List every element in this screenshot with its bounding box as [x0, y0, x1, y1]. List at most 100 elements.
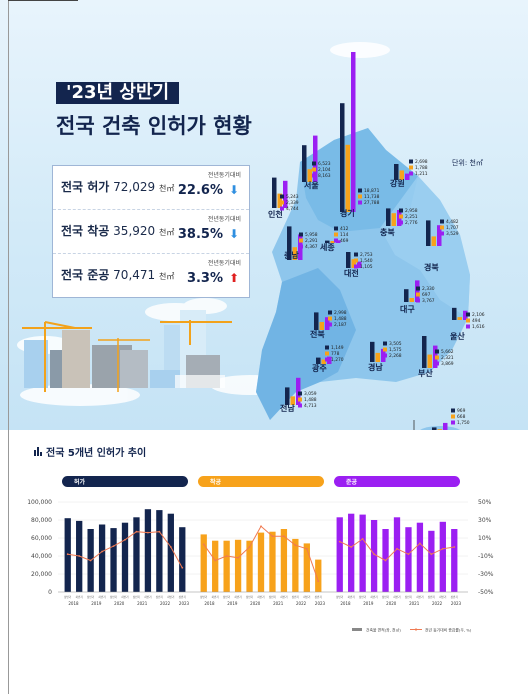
region-value: 2,104	[318, 167, 331, 173]
legend-line-label: 전년 동기대비 증감률(우, %)	[425, 628, 472, 633]
bar-허가-3	[98, 524, 106, 592]
bar-준공-2	[359, 514, 366, 592]
period-label: 하반기	[416, 595, 424, 599]
region-legend-swatch	[325, 357, 329, 362]
y-tick-right: -10%	[478, 553, 494, 560]
region-value: 4,367	[305, 244, 318, 250]
region-value: 469	[340, 238, 349, 244]
rate-point	[283, 535, 285, 538]
region-label: 세종	[320, 242, 335, 252]
period-label: 상반기	[382, 595, 390, 599]
region-bar-경남-0	[370, 341, 375, 362]
region-label: 울산	[450, 331, 465, 341]
stat-value: 35,920	[113, 224, 156, 238]
stat-label: 전국 허가	[61, 180, 110, 194]
page-edge	[8, 0, 78, 5]
region-bar-제주-0	[432, 427, 437, 430]
year-label: 2019	[363, 601, 374, 606]
rate-point	[158, 530, 161, 533]
korea-map-shape	[256, 128, 470, 430]
period-label: 상반기	[451, 595, 459, 599]
period-label: 하반기	[371, 595, 379, 599]
region-bar-전북-1	[319, 322, 324, 330]
region-legend-swatch	[416, 292, 420, 297]
region-legend-swatch	[298, 391, 302, 396]
region-legend-swatch	[299, 232, 303, 237]
year-label: 2019	[91, 601, 102, 606]
region-value: 2,268	[389, 353, 402, 359]
period-label: 상반기	[269, 595, 277, 599]
region-legend-swatch	[354, 252, 358, 257]
bar-착공-9	[303, 543, 310, 592]
bar-착공-10	[315, 559, 322, 592]
region-legend-swatch	[383, 347, 387, 352]
region-label: 강원	[390, 178, 405, 188]
region-value: 1,105	[360, 264, 373, 270]
region-legend-swatch	[409, 165, 413, 170]
period-label: 하반기	[257, 595, 265, 599]
region-legend-swatch	[334, 226, 338, 231]
city-illustration	[22, 310, 232, 392]
region-bar-인천-1	[277, 193, 282, 208]
year-label: 2019	[227, 601, 238, 606]
region-value: 1,270	[331, 357, 344, 363]
chart-plot: 100,000 80,000 60,000 40,000 20,000 0 50% 30% 10…	[27, 476, 494, 633]
region-legend-swatch	[383, 341, 387, 346]
region-label: 전북	[310, 329, 325, 339]
region-value: 1,540	[360, 258, 373, 264]
region-bar-울산-1	[457, 317, 462, 320]
region-bar-대구-0	[404, 289, 409, 302]
period-label: 상반기	[156, 595, 164, 599]
region-value: 5,243	[286, 194, 299, 200]
trend-title: 전국 5개년 인허가 추이	[46, 446, 146, 459]
period-label: 하반기	[393, 595, 401, 599]
region-legend-swatch	[328, 310, 332, 315]
bar-허가-4	[110, 528, 117, 592]
bar-준공-10	[451, 529, 458, 592]
y-tick-right: 10%	[478, 535, 492, 542]
region-legend-swatch	[435, 355, 439, 360]
region-legend-swatch	[280, 194, 284, 199]
region-bar-세종-0	[325, 240, 330, 243]
region-bar-광주-2	[327, 356, 332, 364]
region-bar-부산-0	[422, 336, 427, 368]
region-value: 494	[472, 318, 481, 324]
period-label: 상반기	[246, 595, 254, 599]
region-value: 5,958	[305, 232, 318, 238]
rate-point	[350, 546, 353, 548]
year-label: 2018	[340, 601, 351, 606]
region-value: 969	[457, 408, 466, 414]
bar-준공-0	[336, 517, 343, 592]
period-label: 하반기	[121, 595, 129, 599]
region-legend-swatch	[451, 414, 455, 419]
region-value: 778	[331, 351, 340, 357]
group-header-label: 허가	[74, 478, 86, 486]
period-label: 상반기	[336, 595, 344, 599]
region-value: 1,707	[446, 225, 459, 231]
rate-point	[396, 547, 398, 550]
y-tick-right: -50%	[478, 589, 494, 596]
bar-허가-10	[179, 527, 186, 592]
region-value: 2,998	[334, 310, 347, 316]
region-bar-전남-2	[296, 377, 301, 405]
period-label: 상반기	[359, 595, 367, 599]
region-legend-swatch	[328, 322, 332, 327]
period-label: 하반기	[144, 595, 152, 599]
region-label: 광주	[312, 363, 327, 373]
region-value: 1,616	[472, 324, 485, 330]
region-legend-swatch	[358, 200, 362, 205]
bar-착공-2	[223, 540, 230, 592]
stat-pct: 38.5%	[177, 227, 223, 242]
rate-point	[214, 559, 217, 562]
legend-bar-label: 건축물 면적(좌, 천㎡)	[366, 628, 401, 633]
rate-point	[271, 535, 274, 538]
region-value: 2,106	[472, 312, 485, 318]
rate-point	[407, 553, 410, 556]
y-tick-left: 0	[48, 589, 52, 596]
region-bar-강원-1	[399, 170, 404, 180]
region-legend-swatch	[466, 324, 470, 329]
bar-허가-9	[167, 513, 174, 592]
region-legend-swatch	[299, 244, 303, 249]
bar-착공-3	[234, 539, 242, 592]
stat-row-complete: 전국 준공 70,471 천㎡ 전년동기대비 3.3% ⬆	[53, 253, 249, 296]
